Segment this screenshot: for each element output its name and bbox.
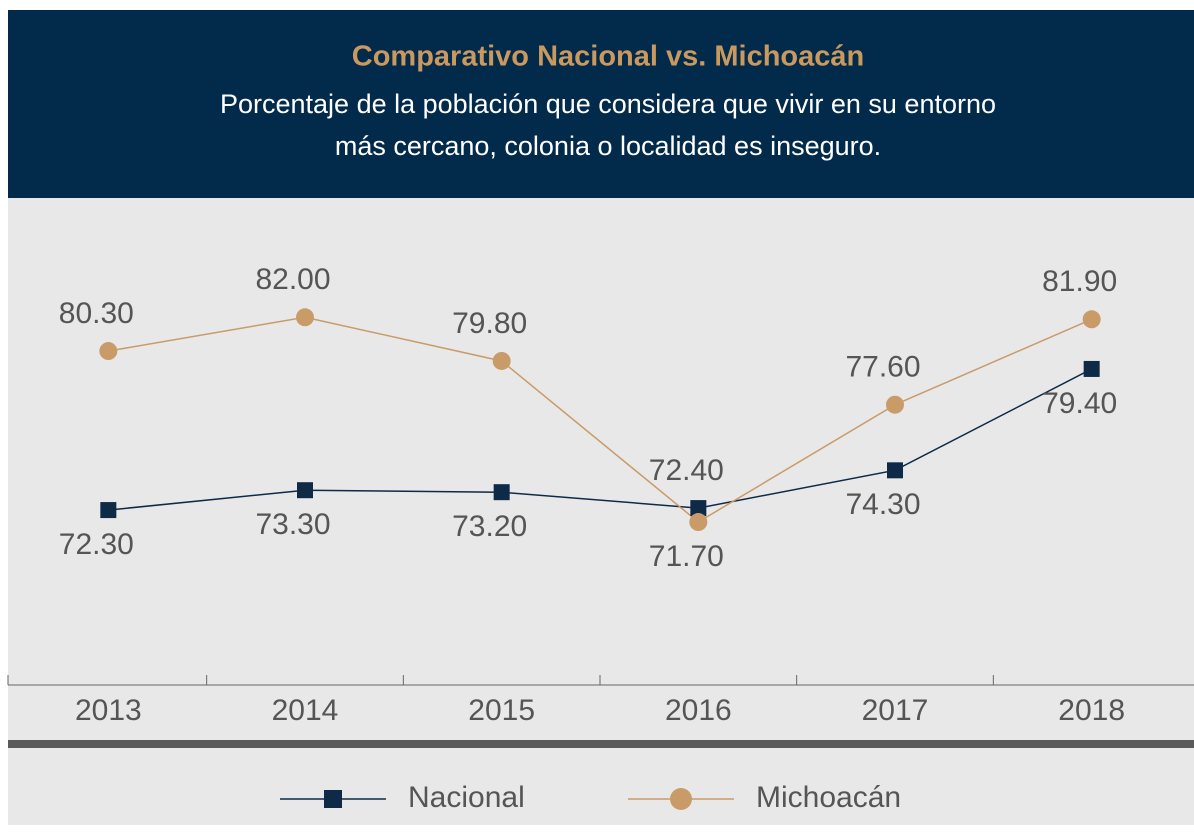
point (99, 342, 118, 361)
point (297, 482, 313, 499)
legend-marker (670, 788, 692, 810)
point (689, 513, 708, 532)
x-tick-label: 2017 (862, 694, 929, 727)
legend-label: Michoacán (756, 781, 901, 814)
plot-background (8, 198, 1194, 825)
point (100, 502, 117, 519)
data-label: 74.30 (845, 488, 920, 521)
legend-label: Nacional (408, 781, 525, 814)
separator (8, 740, 1194, 748)
x-tick-label: 2018 (1058, 694, 1125, 727)
data-label: 81.90 (1042, 265, 1117, 298)
point (1082, 310, 1101, 329)
header-band (8, 10, 1194, 198)
point (690, 500, 707, 517)
data-label: 79.40 (1042, 387, 1117, 420)
series-line (108, 368, 1093, 511)
data-label: 77.60 (845, 351, 920, 384)
chart-subtitle: Porcentaje de la población que considera… (220, 89, 996, 119)
x-tick-label: 2016 (665, 694, 732, 727)
point (1083, 360, 1100, 377)
point (887, 462, 903, 479)
x-tick-label: 2014 (272, 694, 339, 727)
chart-title: Comparativo Nacional vs. Michoacán (352, 41, 864, 73)
data-label: 80.30 (59, 297, 134, 330)
point (296, 308, 314, 327)
chart-subtitle: más cercano, colonia o localidad es inse… (335, 131, 881, 161)
data-label: 71.70 (649, 540, 724, 573)
data-label: 79.80 (452, 307, 527, 340)
data-label: 73.20 (452, 510, 527, 543)
x-tick-label: 2013 (75, 694, 142, 727)
data-label: 73.30 (255, 508, 330, 541)
data-label: 82.00 (255, 263, 330, 296)
point (493, 484, 510, 501)
point (492, 351, 511, 370)
data-label: 72.40 (649, 454, 724, 487)
x-tick-label: 2015 (468, 694, 535, 727)
series-line (108, 316, 1092, 523)
legend-marker (324, 790, 342, 808)
data-label: 72.30 (59, 528, 134, 561)
point (886, 395, 904, 414)
